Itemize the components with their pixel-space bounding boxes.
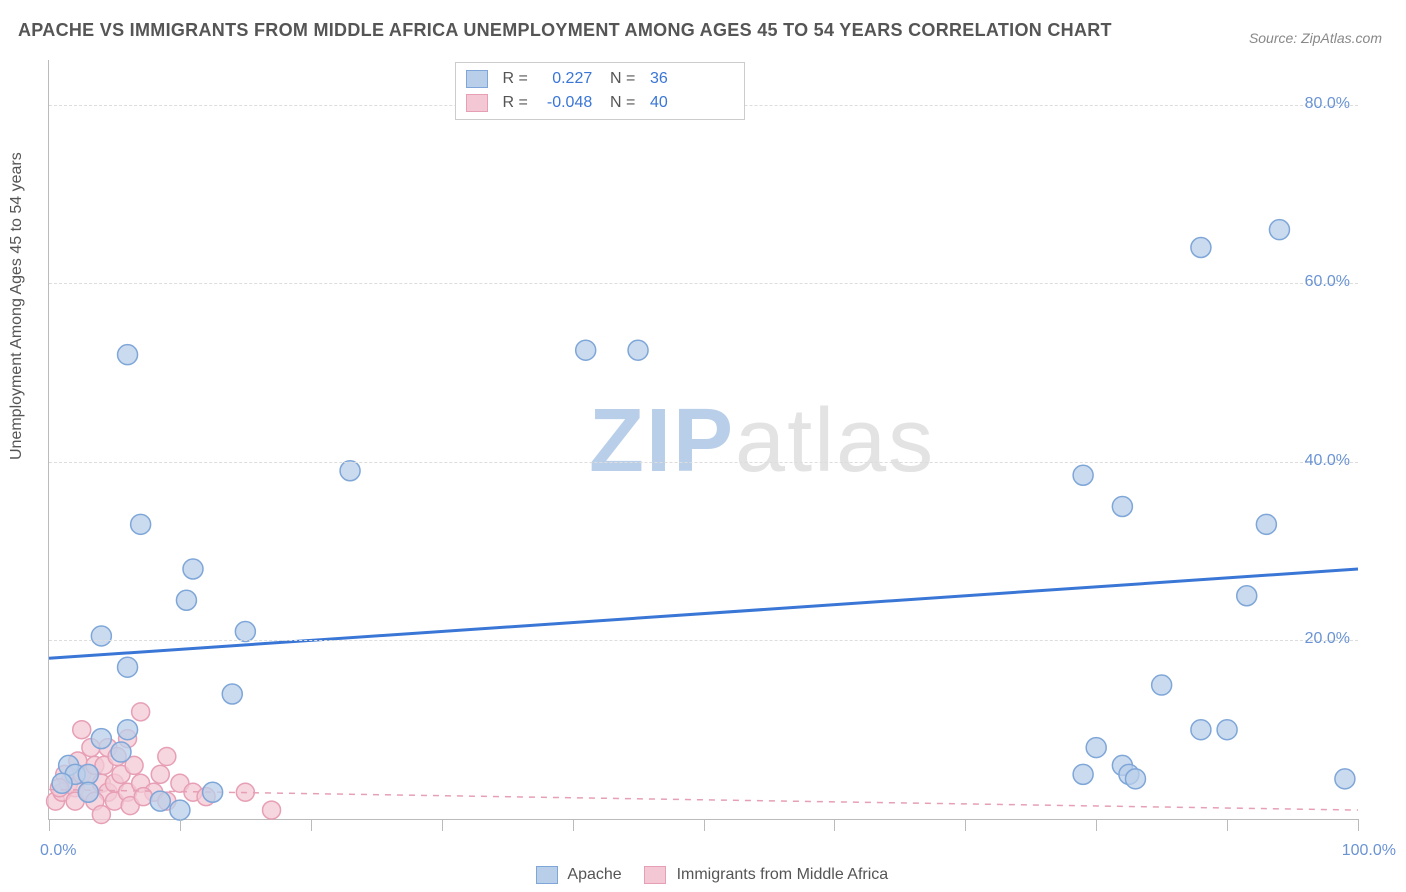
- data-point: [340, 461, 360, 481]
- data-point: [183, 559, 203, 579]
- data-point: [158, 747, 176, 765]
- gridline: [49, 640, 1358, 641]
- x-tick: [834, 819, 835, 831]
- x-tick: [180, 819, 181, 831]
- data-point: [92, 806, 110, 824]
- n-label-0: N =: [610, 70, 640, 87]
- x-axis-max-label: 100.0%: [1342, 842, 1396, 860]
- x-tick: [1358, 819, 1359, 831]
- data-point: [222, 684, 242, 704]
- legend-swatch-1: [466, 94, 488, 112]
- data-point: [1191, 720, 1211, 740]
- data-point: [628, 340, 648, 360]
- x-tick: [1227, 819, 1228, 831]
- y-tick-label: 60.0%: [1305, 273, 1350, 291]
- data-point: [263, 801, 281, 819]
- x-tick: [311, 819, 312, 831]
- r-value-0: 0.227: [532, 67, 592, 91]
- bottom-label-0: Apache: [567, 866, 621, 883]
- data-point: [78, 782, 98, 802]
- data-point: [1112, 496, 1132, 516]
- data-point: [1152, 675, 1172, 695]
- n-label-1: N =: [610, 94, 640, 111]
- bottom-legend: Apache Immigrants from Middle Africa: [0, 866, 1406, 884]
- gridline: [49, 283, 1358, 284]
- x-tick: [704, 819, 705, 831]
- x-tick: [965, 819, 966, 831]
- data-point: [235, 621, 255, 641]
- data-point: [151, 765, 169, 783]
- data-point: [73, 721, 91, 739]
- data-point: [1191, 238, 1211, 258]
- plot-svg: [49, 60, 1358, 819]
- gridline: [49, 462, 1358, 463]
- scatter-plot: ZIPatlas 20.0%40.0%60.0%80.0%: [48, 60, 1358, 820]
- data-point: [176, 590, 196, 610]
- r-label-1: R =: [502, 94, 532, 111]
- legend-row-series-1: R = -0.048 N = 40: [466, 91, 734, 115]
- legend-swatch-0: [466, 70, 488, 88]
- data-point: [1073, 764, 1093, 784]
- chart-title: APACHE VS IMMIGRANTS FROM MIDDLE AFRICA …: [18, 20, 1112, 41]
- x-tick: [573, 819, 574, 831]
- data-point: [1269, 220, 1289, 240]
- legend-row-series-0: R = 0.227 N = 36: [466, 67, 734, 91]
- data-point: [52, 773, 72, 793]
- data-point: [170, 800, 190, 820]
- data-point: [78, 764, 98, 784]
- data-point: [111, 742, 131, 762]
- n-value-1: 40: [640, 91, 668, 115]
- data-point: [576, 340, 596, 360]
- data-point: [1335, 769, 1355, 789]
- data-point: [150, 791, 170, 811]
- bottom-swatch-1: [644, 866, 666, 884]
- source-label: Source: ZipAtlas.com: [1249, 30, 1382, 46]
- bottom-label-1: Immigrants from Middle Africa: [677, 866, 889, 883]
- x-tick: [1096, 819, 1097, 831]
- x-tick: [49, 819, 50, 831]
- r-label-0: R =: [502, 70, 532, 87]
- data-point: [203, 782, 223, 802]
- data-point: [132, 703, 150, 721]
- data-point: [1125, 769, 1145, 789]
- data-point: [1237, 586, 1257, 606]
- data-point: [1256, 514, 1276, 534]
- r-value-1: -0.048: [532, 91, 592, 115]
- data-point: [118, 720, 138, 740]
- bottom-swatch-0: [536, 866, 558, 884]
- correlation-legend: R = 0.227 N = 36 R = -0.048 N = 40: [455, 62, 745, 120]
- y-tick-label: 80.0%: [1305, 95, 1350, 113]
- n-value-0: 36: [640, 67, 668, 91]
- y-tick-label: 20.0%: [1305, 630, 1350, 648]
- data-point: [91, 626, 111, 646]
- x-tick: [442, 819, 443, 831]
- x-axis-min-label: 0.0%: [40, 842, 76, 860]
- data-point: [1217, 720, 1237, 740]
- data-point: [1073, 465, 1093, 485]
- data-point: [1086, 738, 1106, 758]
- data-point: [118, 657, 138, 677]
- y-tick-label: 40.0%: [1305, 452, 1350, 470]
- data-point: [91, 729, 111, 749]
- y-axis-label: Unemployment Among Ages 45 to 54 years: [8, 152, 26, 460]
- trend-line: [49, 569, 1358, 658]
- data-point: [131, 514, 151, 534]
- data-point: [118, 345, 138, 365]
